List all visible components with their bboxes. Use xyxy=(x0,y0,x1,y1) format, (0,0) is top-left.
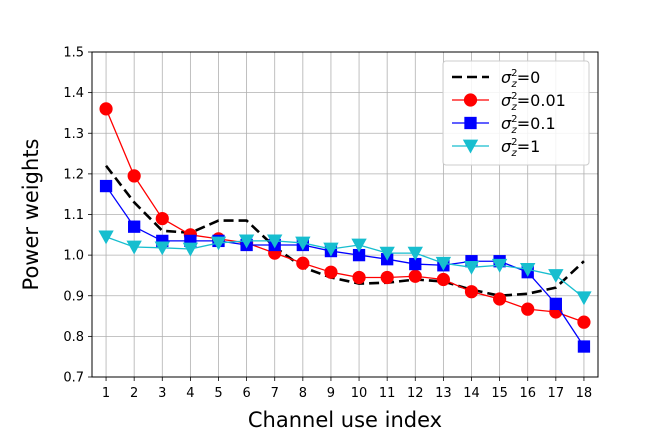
x-tick-label: 3 xyxy=(158,386,166,401)
y-tick-label: 0.7 xyxy=(63,371,84,386)
x-tick-label: 5 xyxy=(214,386,222,401)
data-point xyxy=(296,256,310,270)
data-point xyxy=(352,270,366,285)
y-tick-label: 1.2 xyxy=(63,167,84,182)
x-tick-label: 9 xyxy=(327,386,335,401)
x-tick-label: 18 xyxy=(576,386,593,401)
series-2 xyxy=(99,179,591,353)
data-point xyxy=(491,258,508,273)
x-tick-label: 16 xyxy=(519,386,536,401)
data-point xyxy=(436,272,450,287)
data-point xyxy=(98,230,114,245)
data-point xyxy=(182,242,199,257)
data-point xyxy=(126,240,142,255)
data-point xyxy=(351,238,367,253)
legend-entry: σ2 z=0 xyxy=(452,68,540,90)
x-tick-label: 14 xyxy=(463,386,480,401)
data-point xyxy=(238,234,255,249)
data-point xyxy=(155,211,169,226)
x-tick-label: 1 xyxy=(102,386,110,401)
series-line xyxy=(105,236,585,299)
data-point xyxy=(128,220,141,233)
legend-entry: σ2 z=0.01 xyxy=(452,91,566,113)
y-axis-label: Power weights xyxy=(19,139,43,291)
y-tick-label: 1.3 xyxy=(63,127,84,142)
series-line xyxy=(105,164,585,298)
data-point xyxy=(379,246,395,261)
data-point xyxy=(549,297,562,311)
data-point xyxy=(408,269,422,283)
x-tick-label: 15 xyxy=(491,386,508,401)
data-point xyxy=(323,242,339,257)
y-tick-label: 0.9 xyxy=(63,289,84,304)
series-0 xyxy=(105,164,585,298)
legend-marker xyxy=(464,116,477,130)
x-tick-label: 6 xyxy=(242,386,250,401)
y-tick-label: 1.4 xyxy=(63,86,84,101)
data-point xyxy=(99,102,113,116)
y-tick-label: 1.1 xyxy=(63,208,84,223)
x-tick-label: 17 xyxy=(548,386,565,401)
x-axis-label: Channel use index xyxy=(248,408,442,432)
axis-ticks: 1 2 3 4 5 6 7 8 9 10 11 12 13 14 15 16 17 180.70.80.91.01… xyxy=(63,46,592,402)
data-point xyxy=(521,302,535,316)
legend-label: σ2 z=0.01 xyxy=(501,91,566,113)
data-point xyxy=(435,256,452,271)
data-point xyxy=(576,291,592,306)
legend-entry: σ2 z=0.1 xyxy=(452,114,556,136)
series-line xyxy=(105,185,585,347)
legend-box xyxy=(442,60,590,166)
x-tick-label: 13 xyxy=(435,386,452,401)
data-point xyxy=(127,169,141,183)
data-point xyxy=(464,285,479,299)
data-point xyxy=(295,236,311,251)
x-tick-label: 2 xyxy=(130,386,138,401)
x-tick-label: 12 xyxy=(407,386,424,401)
legend-label: σ2 z=0.1 xyxy=(501,114,556,136)
x-tick-label: 11 xyxy=(379,386,396,401)
data-point xyxy=(520,262,536,277)
y-tick-label: 0.8 xyxy=(63,330,84,345)
legend-label: σ2 z=1 xyxy=(501,137,540,159)
x-tick-label: 4 xyxy=(186,386,194,401)
data-point xyxy=(548,269,564,283)
data-point xyxy=(154,241,170,256)
data-point xyxy=(380,270,394,285)
data-point xyxy=(463,260,480,275)
x-tick-label: 10 xyxy=(351,386,368,401)
x-tick-label: 8 xyxy=(299,386,307,401)
series-3 xyxy=(98,230,592,306)
x-tick-label: 7 xyxy=(271,386,279,401)
data-point xyxy=(210,236,227,251)
legend-marker xyxy=(462,139,479,154)
data-point xyxy=(324,265,338,279)
y-tick-label: 1.0 xyxy=(63,249,84,264)
data-point xyxy=(99,179,113,193)
data-point xyxy=(577,315,591,329)
legend-label: σ2 z=0 xyxy=(501,68,540,90)
legend-marker xyxy=(463,93,478,107)
y-tick-label: 1.5 xyxy=(63,46,84,61)
series-layer xyxy=(98,102,592,353)
grid xyxy=(92,51,598,378)
data-point xyxy=(493,292,507,306)
data-point xyxy=(407,246,423,261)
data-point xyxy=(577,340,591,353)
data-point xyxy=(267,234,283,249)
legend-entry: σ2 z=1 xyxy=(452,137,540,159)
